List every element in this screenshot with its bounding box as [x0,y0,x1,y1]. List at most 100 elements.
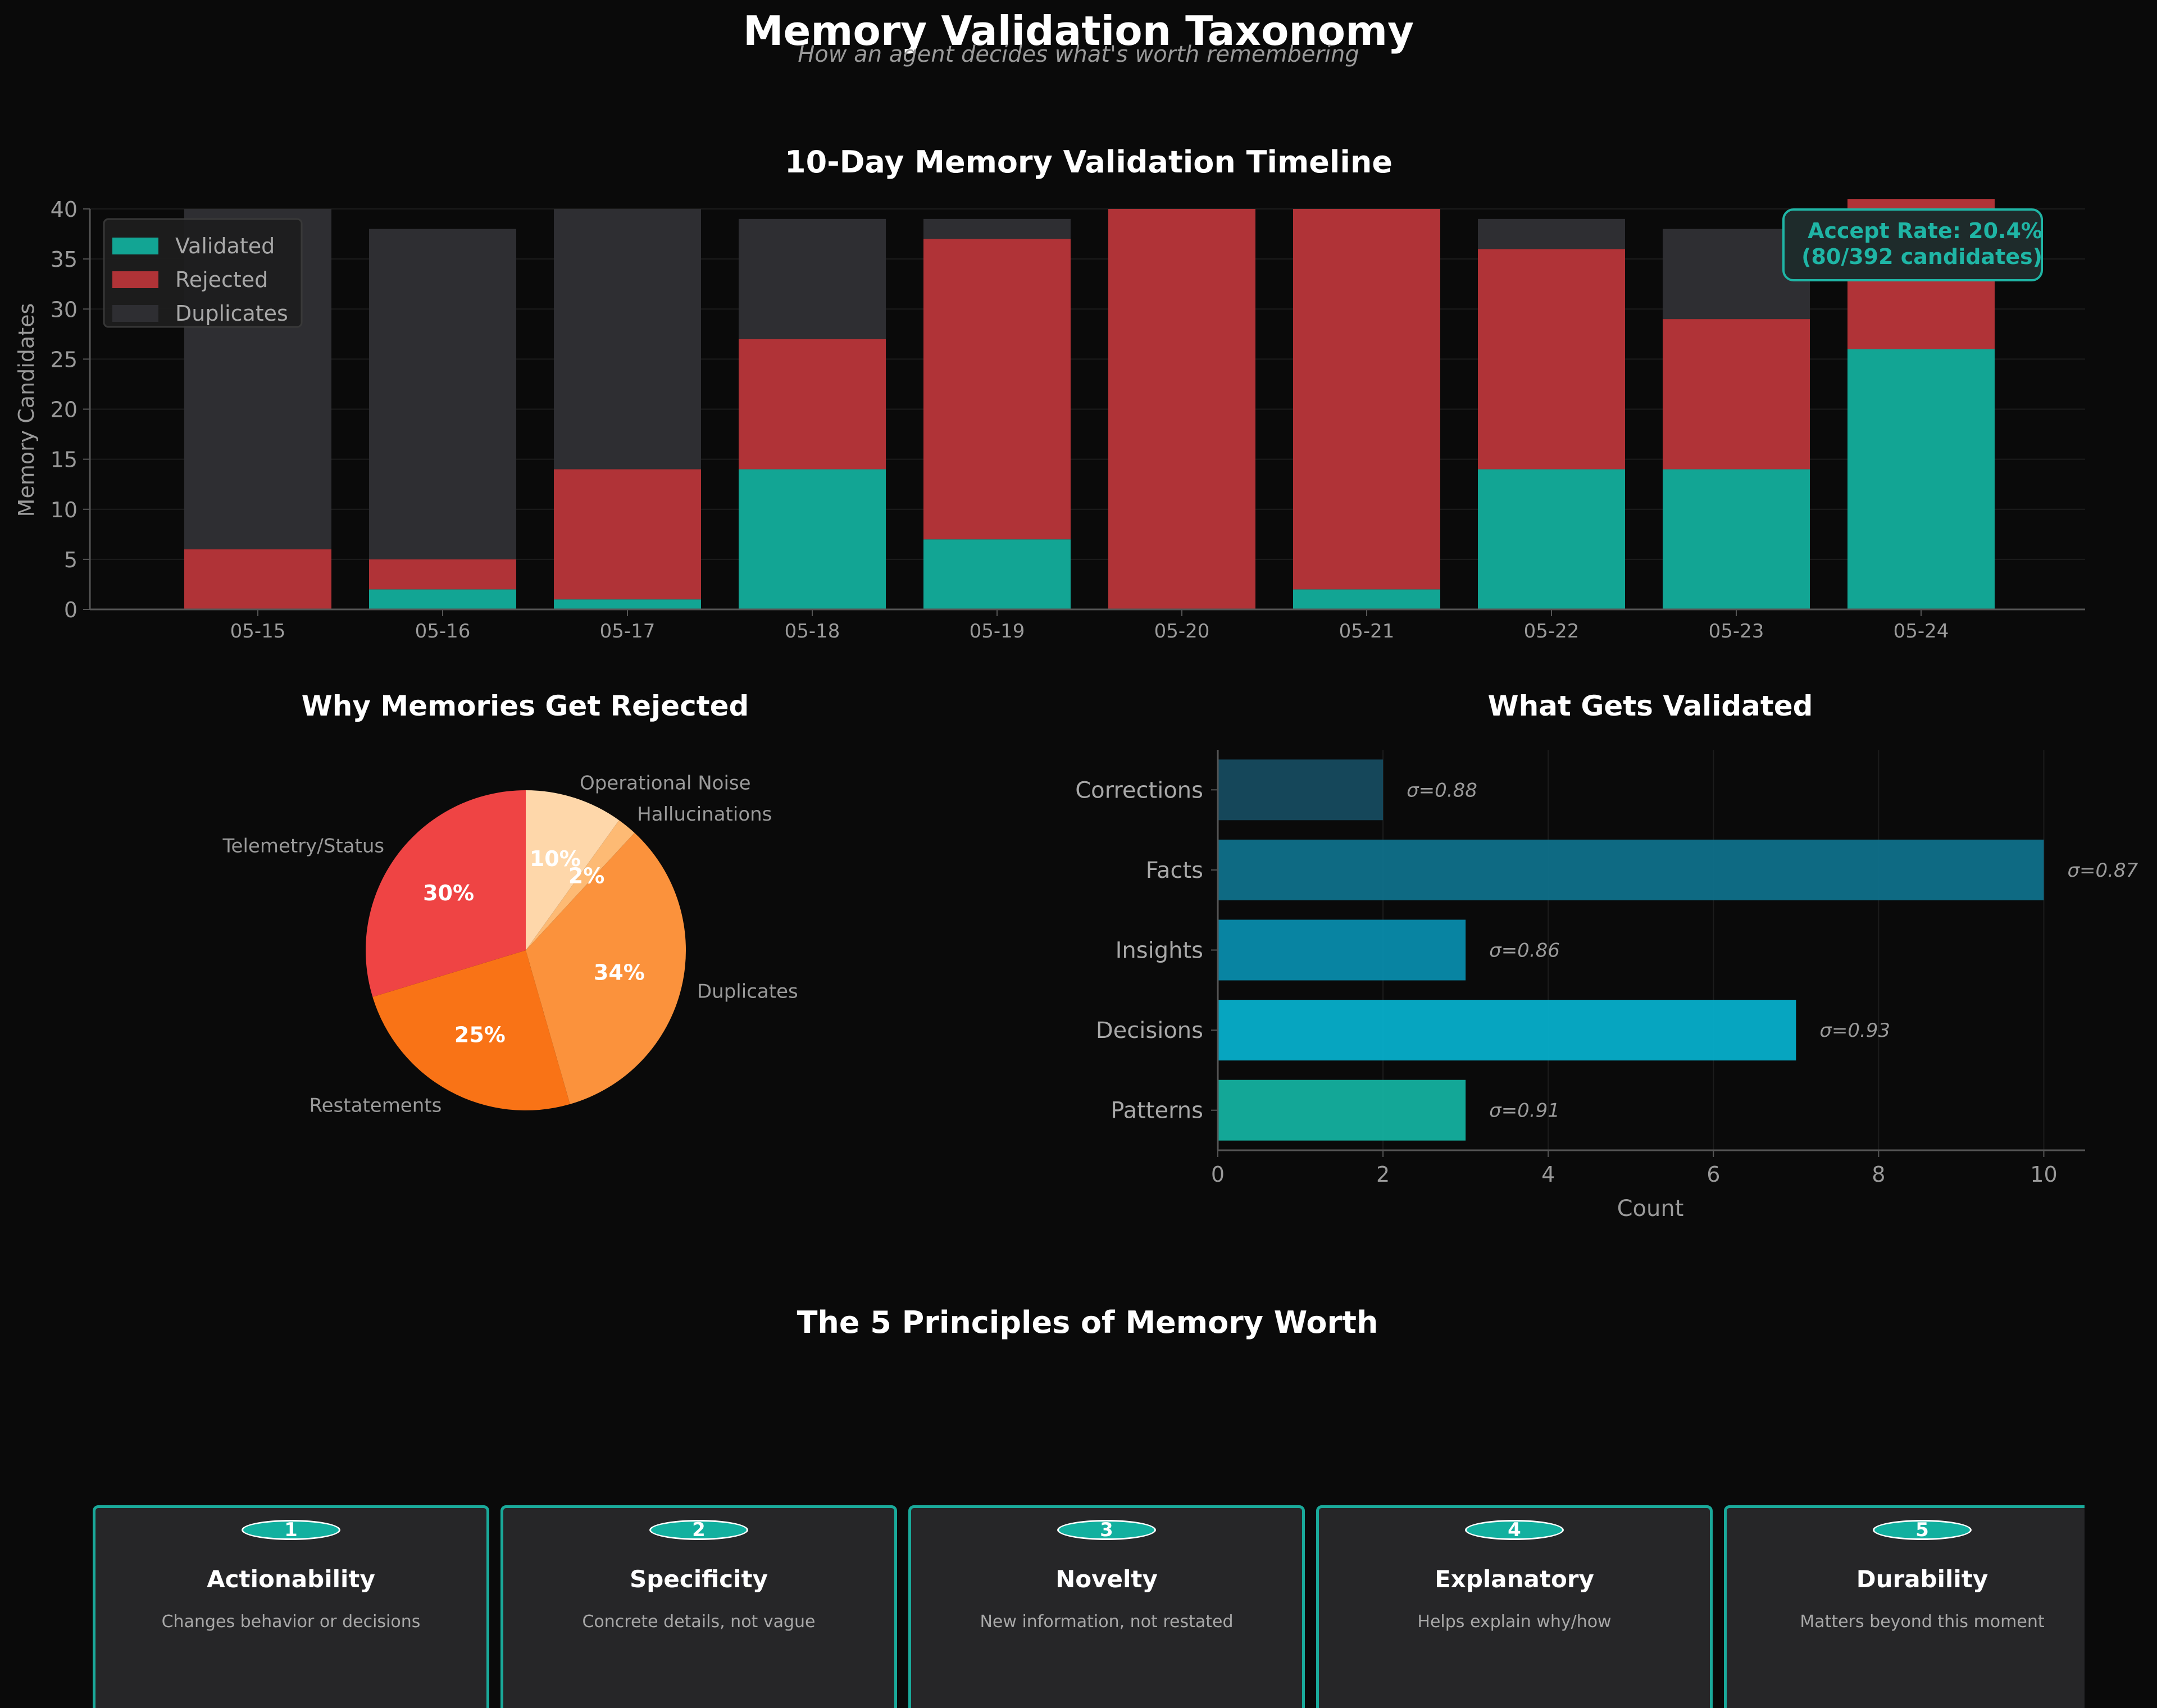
pie-pct-label: 2% [568,863,605,888]
hbar-category-label: Facts [1146,858,1203,883]
hbar-xtick-label: 2 [1376,1162,1390,1187]
legend-swatch-validated [112,238,158,254]
pie-slice-label: Duplicates [697,980,798,1003]
principle-name: Actionability [207,1565,375,1593]
timeline-xtick-label: 05-16 [415,620,471,643]
timeline-ytick-label: 0 [64,598,78,622]
bar-rejected-05-22 [1478,249,1625,470]
pie-slice-hallucinations [526,820,635,950]
timeline-xtick-label: 05-20 [1154,620,1210,643]
principle-name: Explanatory [1435,1565,1594,1593]
pie-slice-restatements [372,950,570,1110]
hbar-xtick-label: 6 [1707,1162,1720,1187]
figure-canvas: Memory Validation Taxonomy How an agent … [14,7,2138,1340]
timeline-xtick-label: 05-22 [1524,620,1580,643]
accept-rate-annotation: Accept Rate: 20.4% (80/392 candidates) [1782,208,2043,281]
bar-rejected-05-15 [184,549,331,609]
hbar-facts [1218,839,2044,900]
principle-description: Changes behavior or decisions [161,1612,421,1632]
hbar-sigma-label: σ=0.86 [1489,940,1560,962]
principle-name: Durability [1856,1565,1988,1593]
hbar-sigma-label: σ=0.91 [1489,1100,1560,1122]
pie-pct-label: 30% [423,881,474,905]
principle-card-durability: 5 Durability Matters beyond this moment [1724,1505,2085,1708]
principle-card-actionability: 1 Actionability Changes behavior or deci… [93,1505,489,1708]
bar-validated-05-22 [1478,469,1625,609]
pie-slice-label: Restatements [310,1094,442,1117]
timeline-xtick-label: 05-24 [1894,620,1949,643]
bar-rejected-05-19 [923,239,1071,540]
bar-rejected-05-23 [1663,319,1810,470]
bar-validated-05-24 [1847,349,1995,609]
bar-validated-05-21 [1293,589,1440,609]
legend-swatch-rejected [112,271,158,288]
pie-title: Why Memories Get Rejected [302,690,749,722]
hbar-category-label: Corrections [1075,777,1203,803]
timeline-chart: 10-Day Memory Validation Timeline Memory… [14,144,2085,643]
hbar-sigma-label: σ=0.87 [2067,859,2138,882]
timeline-xtick-label: 05-23 [1709,620,1764,643]
hbar-xtick-label: 4 [1541,1162,1555,1187]
timeline-xtick-label: 05-19 [970,620,1025,643]
timeline-ytick-label: 35 [51,247,78,272]
principle-description: Helps explain why/how [1417,1612,1612,1632]
timeline-xtick-label: 05-17 [600,620,656,643]
bar-validated-05-18 [739,469,886,609]
timeline-xtick-label: 05-18 [785,620,840,643]
hbar-category-label: Decisions [1096,1018,1203,1044]
hbar-xtick-label: 0 [1211,1162,1225,1187]
principle-description: Matters beyond this moment [1800,1612,2045,1632]
pie-slice-label: Operational Noise [580,772,751,795]
pie-slice-label: Telemetry/Status [222,835,385,857]
hbar-patterns [1218,1080,1466,1141]
principles-title: The 5 Principles of Memory Worth [797,1305,1378,1340]
pie-slice-label: Hallucinations [637,803,772,826]
pie-pct-label: 10% [530,846,581,871]
hbar-insights [1218,919,1466,981]
hbar-category-label: Insights [1116,938,1203,964]
timeline-ylabel: Memory Candidates [14,303,39,517]
bar-rejected-05-21 [1293,209,1440,590]
principle-card-novelty: 3 Novelty New information, not restated [908,1505,1305,1708]
accept-rate-line2: (80/392 candidates) [1801,244,2042,269]
timeline-ytick-label: 40 [51,197,78,222]
principle-number-badge: 5 [1873,1520,1972,1540]
principle-card-explanatory: 4 Explanatory Helps explain why/how [1316,1505,1713,1708]
bar-validated-05-17 [554,599,701,609]
principle-name: Novelty [1055,1565,1158,1593]
principle-number-badge: 4 [1465,1520,1564,1540]
bar-rejected-05-20 [1108,209,1255,609]
timeline-ytick-label: 15 [51,448,78,472]
hbar-title: What Gets Validated [1488,690,1813,722]
page-subtitle: How an agent decides what's worth rememb… [798,42,1359,67]
validated-bar-chart: What Gets Validated Count 0 2 4 6 8 10 Correct… [1075,690,2138,1222]
principle-card-specificity: 2 Specificity Concrete details, not vagu… [500,1505,897,1708]
timeline-xtick-label: 05-21 [1339,620,1395,643]
pie-pct-label: 34% [594,960,645,985]
hbar-decisions [1218,1000,1796,1061]
legend-swatch-duplicates [112,305,158,322]
principle-number-badge: 3 [1057,1520,1156,1540]
bar-duplicates-05-17 [554,209,701,470]
accept-rate-box [1782,208,2043,281]
principles-cards: 1 Actionability Changes behavior or deci… [93,1505,2085,1708]
pie-slice-operational-noise [526,790,620,950]
principle-number-badge: 2 [649,1520,748,1540]
timeline-xtick-label: 05-15 [230,620,286,643]
bar-rejected-05-17 [554,469,701,600]
hbar-xtick-label: 10 [2030,1162,2057,1187]
pie-slice-duplicates [526,832,686,1104]
timeline-legend: Validated Rejected Duplicates [103,218,303,328]
bar-validated-05-23 [1663,469,1810,609]
timeline-title: 10-Day Memory Validation Timeline [785,144,1393,180]
bar-validated-05-19 [923,539,1071,609]
bar-duplicates-05-19 [923,218,1071,239]
hbar-xtick-label: 8 [1872,1162,1885,1187]
legend-label-rejected: Rejected [175,267,268,292]
hbar-xlabel: Count [1617,1196,1684,1222]
principle-number-badge: 1 [242,1520,340,1540]
timeline-ytick-label: 10 [51,498,78,522]
pie-slice-telemetry-status [366,790,526,997]
legend-label-duplicates: Duplicates [175,301,288,326]
timeline-ytick-label: 30 [51,297,78,322]
